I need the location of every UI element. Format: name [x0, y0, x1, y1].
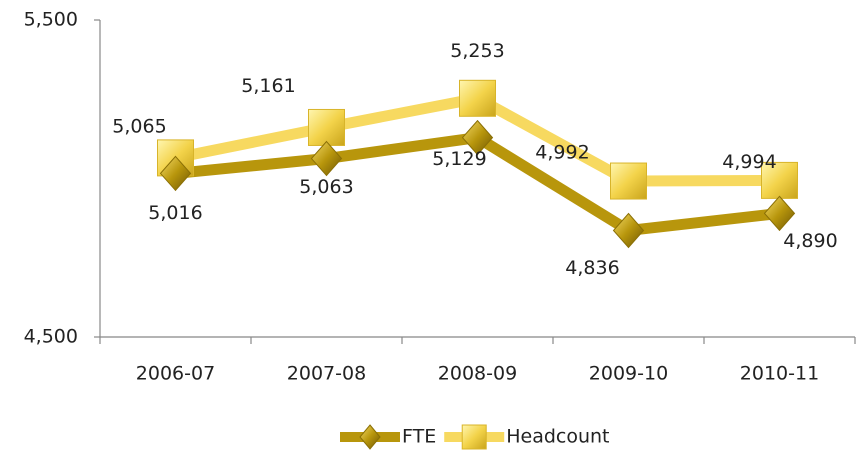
data-point	[763, 195, 796, 232]
data-label: 4,890	[783, 230, 837, 252]
legend-label: FTE	[402, 426, 436, 448]
data-point	[610, 162, 647, 200]
data-label: 5,063	[299, 176, 353, 198]
data-label: 5,065	[112, 115, 166, 137]
x-tick-label: 2007-08	[287, 363, 366, 385]
x-tick-label: 2009-10	[589, 363, 668, 385]
x-tick-label: 2008-09	[438, 363, 517, 385]
y-tick-label: 5,500	[24, 9, 78, 31]
data-label: 4,994	[722, 151, 776, 173]
x-tick-label: 2010-11	[740, 363, 819, 385]
legend-marker	[461, 424, 487, 450]
data-point	[459, 79, 496, 117]
data-label: 4,836	[565, 257, 619, 279]
y-tick-label: 4,500	[24, 326, 78, 348]
data-point	[159, 155, 192, 192]
data-point	[461, 119, 494, 156]
data-label: 5,253	[450, 40, 504, 62]
data-label: 5,161	[241, 75, 295, 97]
legend-label: Headcount	[506, 426, 609, 448]
data-label: 4,992	[535, 142, 589, 164]
x-tick-label: 2006-07	[136, 363, 215, 385]
legend-marker	[359, 424, 381, 450]
data-point	[310, 140, 343, 177]
data-point	[761, 161, 798, 199]
data-point	[308, 108, 345, 146]
data-label: 5,016	[148, 202, 202, 224]
data-label: 5,129	[432, 148, 486, 170]
data-point	[612, 212, 645, 249]
